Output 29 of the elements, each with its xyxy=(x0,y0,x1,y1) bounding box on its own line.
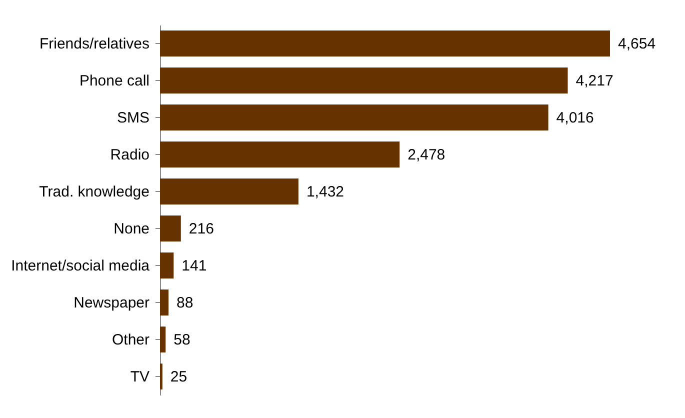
bar xyxy=(160,216,181,242)
y-tick-label: TV xyxy=(130,368,150,386)
bar xyxy=(160,326,166,352)
data-label: 4,217 xyxy=(576,72,614,90)
y-tick-label: Friends/relatives xyxy=(39,36,150,52)
y-tick-label: None xyxy=(114,220,150,238)
y-tick-label: Newspaper xyxy=(74,294,150,312)
data-label: 4,016 xyxy=(556,110,594,126)
y-tick-label: Internet/social media xyxy=(11,258,150,274)
data-label: 4,654 xyxy=(618,36,656,52)
data-label: 1,432 xyxy=(306,184,344,200)
y-tick-label: Radio xyxy=(110,146,150,164)
bar xyxy=(160,252,174,278)
bar xyxy=(160,68,568,94)
y-tick-label: Phone call xyxy=(79,72,150,90)
y-tick-label: Trad. knowledge xyxy=(39,184,150,200)
bar xyxy=(160,104,548,130)
data-label: 2,478 xyxy=(408,146,446,164)
bar xyxy=(160,178,298,204)
y-tick-label: Other xyxy=(112,332,150,348)
data-label: 25 xyxy=(170,368,188,386)
data-label: 216 xyxy=(188,220,214,238)
data-label: 58 xyxy=(174,332,190,348)
bar xyxy=(160,142,400,168)
y-tick-label: SMS xyxy=(116,110,150,126)
bar xyxy=(160,290,169,316)
data-label: 141 xyxy=(182,258,207,274)
bar xyxy=(160,30,610,56)
data-label: 88 xyxy=(176,294,194,312)
